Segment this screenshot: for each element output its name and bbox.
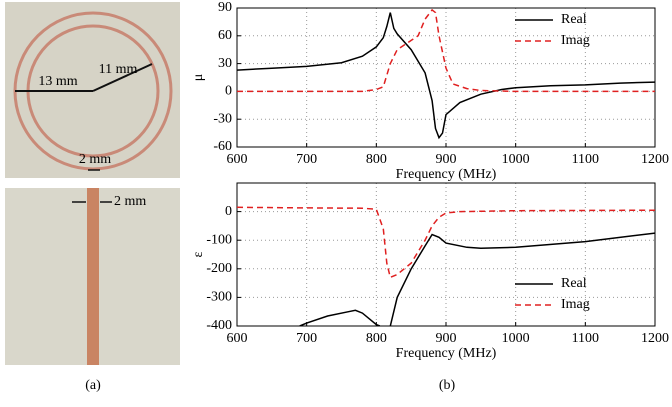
series-line	[299, 232, 655, 326]
y-tick-label: 60	[218, 28, 232, 43]
y-axis-label: μ	[191, 74, 206, 82]
panel-label: (a)	[85, 378, 101, 393]
x-tick-label: 900	[436, 152, 457, 167]
legend-label: Imag	[561, 297, 590, 312]
panel-label: (b)	[439, 378, 456, 393]
y-tick-label: -100	[206, 232, 232, 247]
x-tick-label: 700	[296, 331, 317, 346]
series-line	[237, 206, 655, 279]
plot-frame	[236, 182, 656, 327]
y-tick-label: -30	[213, 111, 232, 126]
y-axis-label: ε	[191, 251, 206, 257]
plot-frame	[236, 7, 656, 148]
y-tick-label: -60	[213, 139, 232, 154]
y-tick-label: -200	[206, 261, 232, 276]
x-tick-label: 1200	[641, 331, 669, 346]
x-tick-label: 1100	[572, 331, 599, 346]
y-tick-label: 0	[225, 84, 232, 99]
y-tick-label: 30	[218, 56, 232, 71]
y-tick-label: 90	[218, 0, 232, 15]
y-tick-label: -300	[206, 290, 232, 305]
x-axis-label: Frequency (MHz)	[396, 167, 497, 182]
arrow	[92, 63, 153, 92]
photo-bottom: 2 mm	[5, 188, 180, 365]
x-tick-label: 800	[366, 152, 387, 167]
x-tick-label: 600	[227, 331, 248, 346]
x-tick-label: 1000	[502, 152, 530, 167]
annotation: 2 mm	[79, 152, 111, 167]
strip	[87, 188, 99, 365]
legend-label: Imag	[561, 33, 590, 48]
x-tick-label: 600	[227, 152, 248, 167]
legend-label: Real	[561, 12, 587, 27]
x-tick-label: 800	[366, 331, 387, 346]
x-tick-label: 700	[296, 152, 317, 167]
y-tick-label: 0	[225, 204, 232, 219]
annotation: 13 mm	[38, 74, 77, 89]
legend-label: Real	[561, 276, 587, 291]
x-tick-label: 1100	[572, 152, 599, 167]
x-tick-label: 1000	[502, 331, 530, 346]
series-line	[237, 12, 655, 140]
photo-top: 13 mm 11 mm 2 mm	[5, 2, 180, 178]
x-tick-label: 900	[436, 331, 457, 346]
annotation: 2 mm	[114, 194, 146, 209]
y-tick-label: -400	[206, 318, 232, 333]
x-tick-label: 1200	[641, 152, 669, 167]
x-axis-label: Frequency (MHz)	[396, 346, 497, 361]
series-line	[237, 8, 655, 93]
annotation: 11 mm	[99, 62, 138, 77]
